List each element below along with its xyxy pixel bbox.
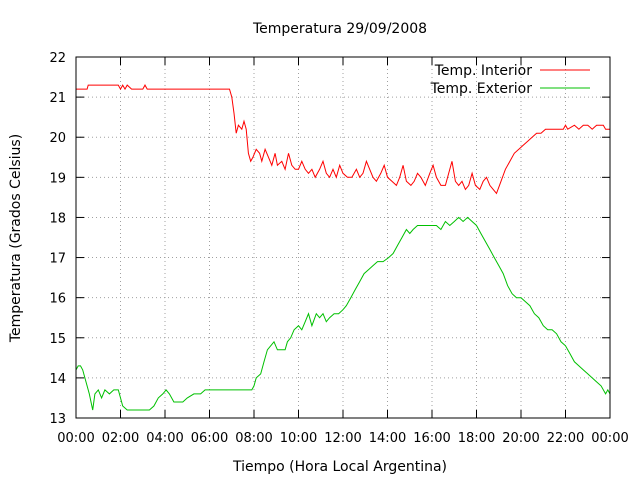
y-tick-label: 21 <box>49 91 66 106</box>
tick-labels: 00:00 02:00 04:00 06:00 08:00 10:00 12:00 14:00… <box>49 51 628 446</box>
x-tick-label: 10:00 <box>280 431 317 446</box>
y-tick-label: 15 <box>49 332 66 347</box>
x-tick-label: 12:00 <box>324 431 361 446</box>
y-tick-label: 17 <box>49 252 66 267</box>
y-tick-label: 18 <box>49 211 66 226</box>
plot-frame <box>75 56 611 419</box>
legend-label-interior: Temp. Interior <box>434 63 533 79</box>
y-tick-label: 20 <box>49 131 66 146</box>
x-tick-label: 06:00 <box>191 431 228 446</box>
y-tick-label: 16 <box>49 292 66 307</box>
y-tick-label: 22 <box>49 51 66 66</box>
x-tick-label: 20:00 <box>502 431 539 446</box>
x-tick-label: 14:00 <box>369 431 406 446</box>
legend: Temp. Interior Temp. Exterior <box>430 63 590 97</box>
y-axis-label: Temperatura (Grados Celsius) <box>8 134 24 343</box>
x-tick-label: 00:00 <box>591 431 628 446</box>
x-tick-label: 16:00 <box>413 431 450 446</box>
series-group <box>75 84 611 411</box>
x-tick-label: 04:00 <box>146 431 183 446</box>
series-line-interior <box>76 84 610 195</box>
y-tick-label: 19 <box>49 171 66 186</box>
y-tick-label: 14 <box>49 372 66 387</box>
x-tick-label: 02:00 <box>102 431 139 446</box>
x-tick-label: 08:00 <box>235 431 272 446</box>
chart-title: Temperatura 29/09/2008 <box>252 21 427 37</box>
x-tick-label: 18:00 <box>458 431 495 446</box>
x-axis-label: Tiempo (Hora Local Argentina) <box>232 459 447 475</box>
legend-label-exterior: Temp. Exterior <box>430 81 533 97</box>
y-tick-label: 13 <box>49 412 66 427</box>
series-line-exterior <box>75 216 611 411</box>
x-tick-label: 00:00 <box>57 431 94 446</box>
x-tick-label: 22:00 <box>547 431 584 446</box>
